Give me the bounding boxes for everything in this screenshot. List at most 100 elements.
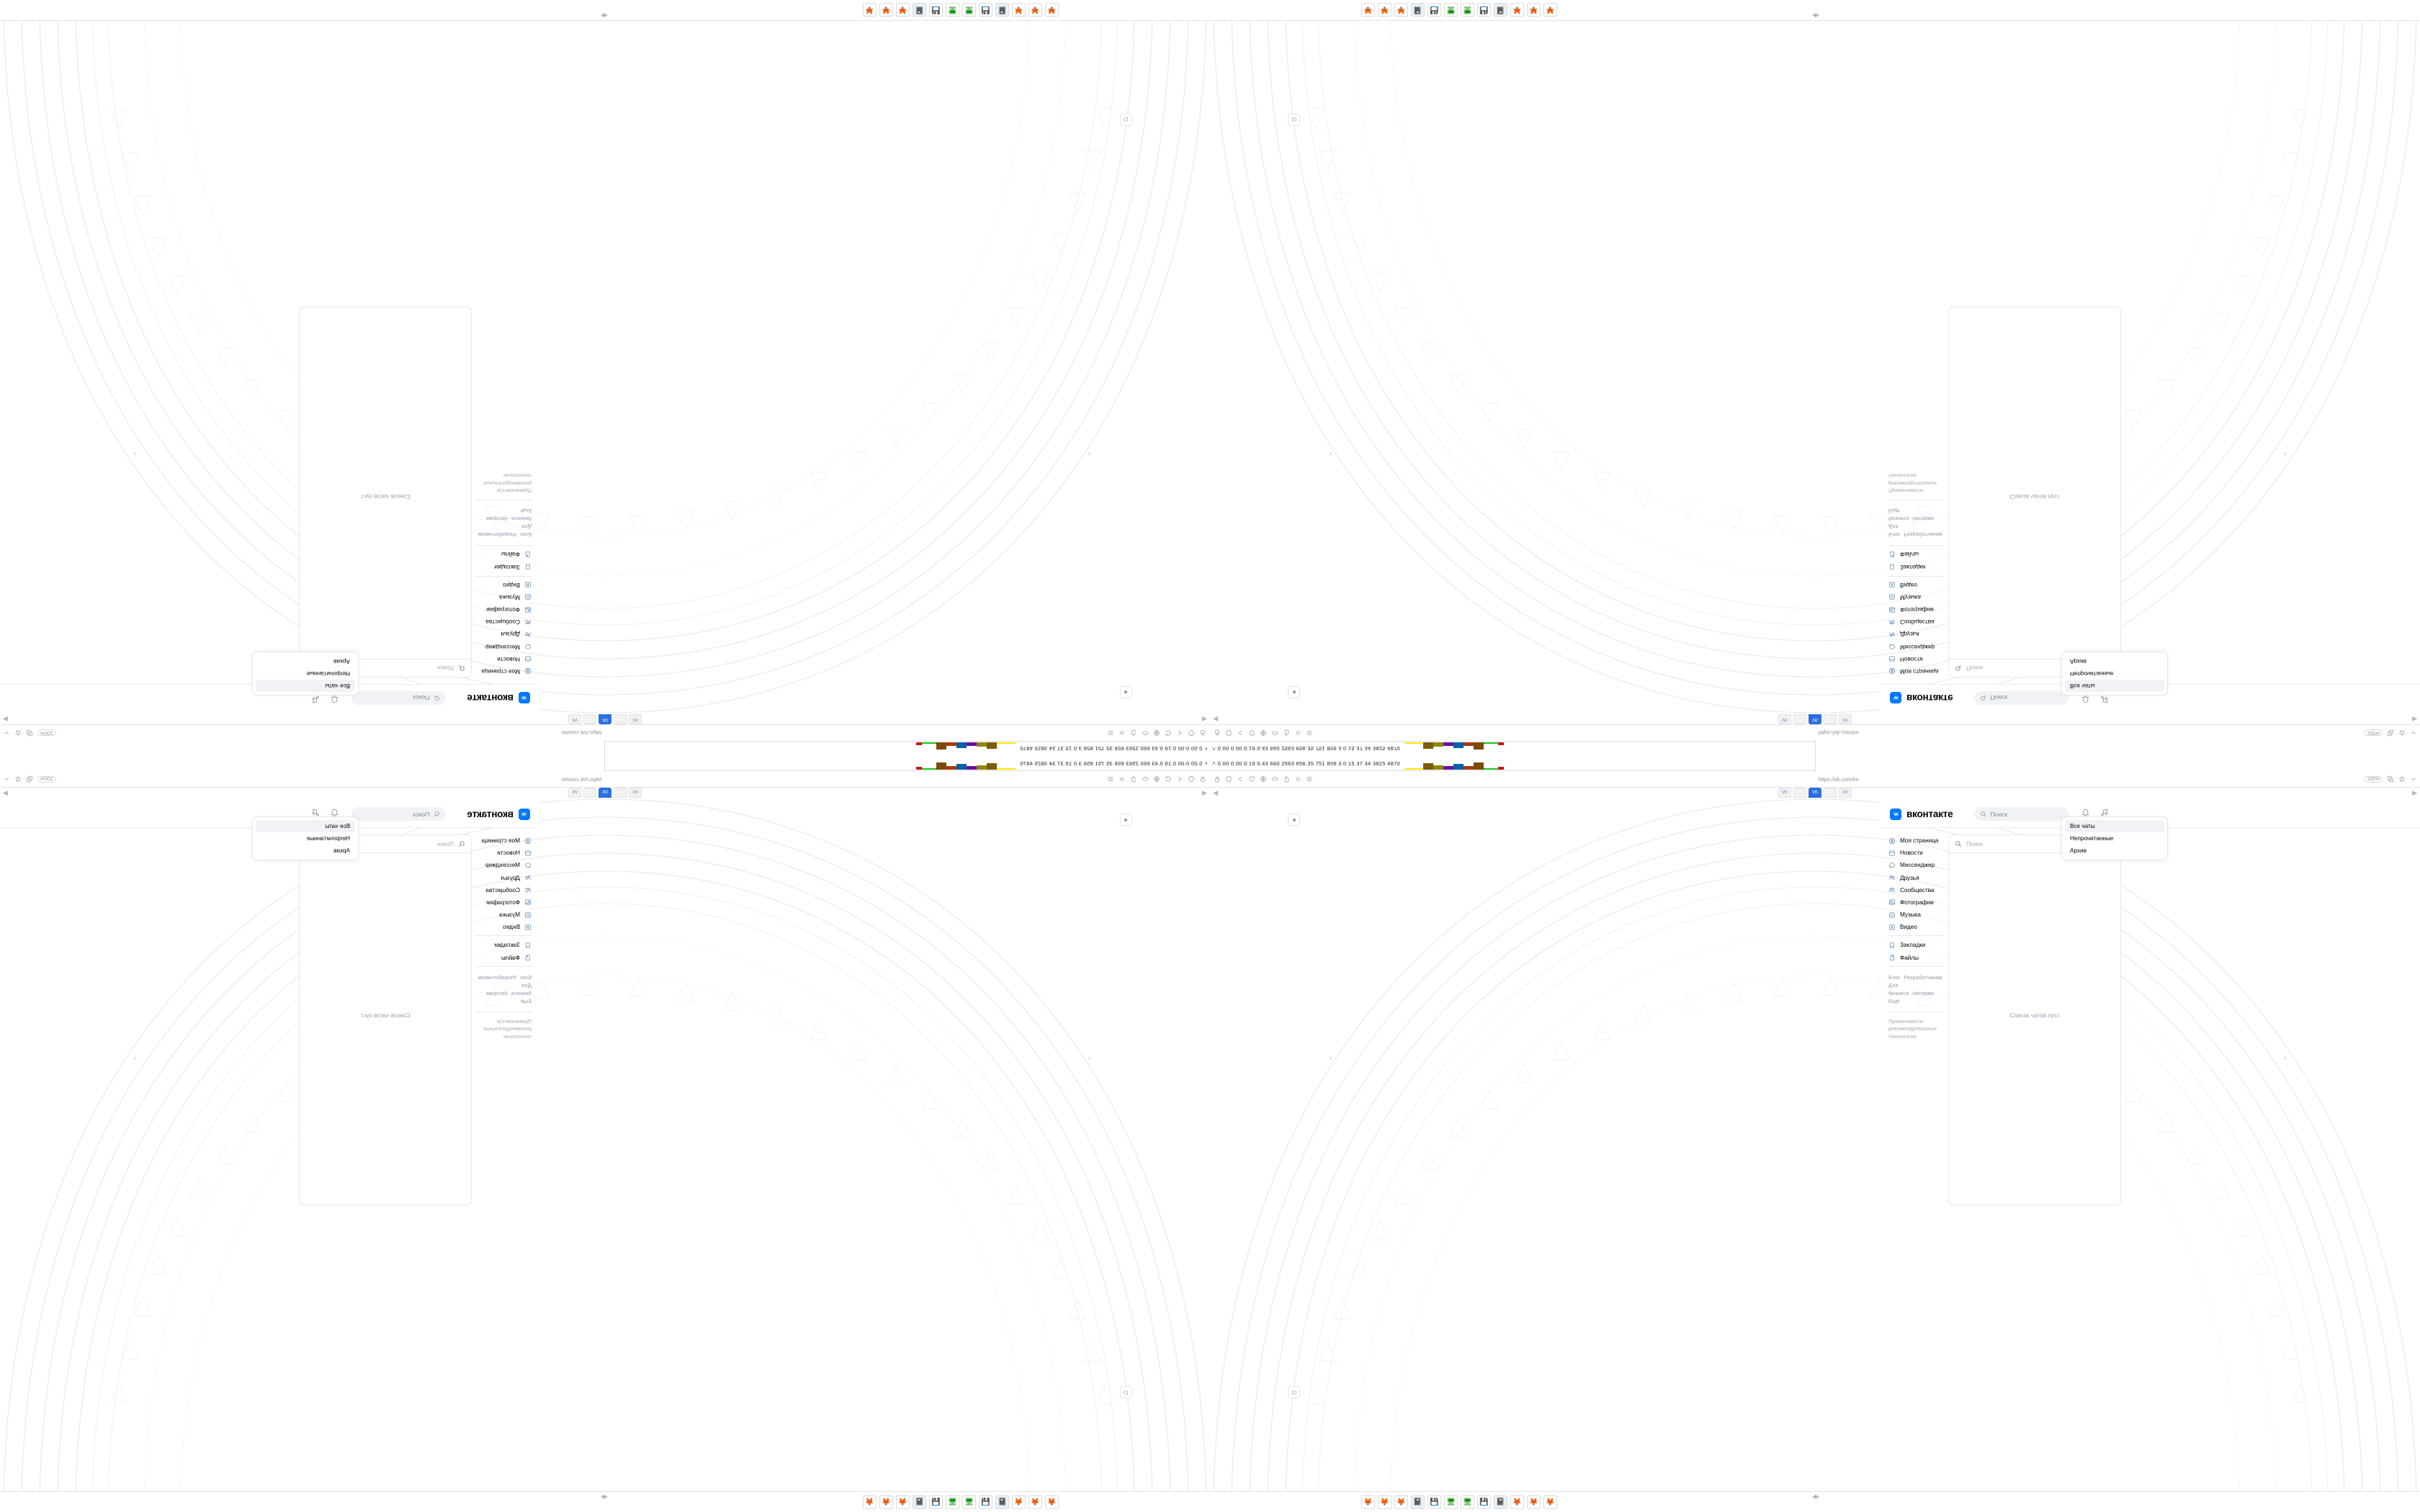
sidebar-item-music[interactable]: Музыка xyxy=(475,910,532,919)
chevron-down-icon[interactable] xyxy=(3,775,11,783)
page-corner-chip-bottom[interactable] xyxy=(1120,114,1132,126)
address-bar[interactable]: https://vk.com/im xyxy=(60,728,1103,738)
extension-6-8k-icon[interactable]: 6.8K xyxy=(1142,729,1150,737)
footer-link[interactable]: Блог xyxy=(519,973,532,981)
chevron-down-icon[interactable] xyxy=(2409,775,2417,783)
hamburger-menu-icon[interactable] xyxy=(1305,775,1313,783)
sidebar-item-files[interactable]: Файлы xyxy=(475,550,532,559)
taskbar-item-save-64[interactable]: 💾 xyxy=(1428,3,1441,17)
messenger-search-placeholder[interactable]: Поиск xyxy=(1966,840,1983,847)
sidebar-item-bookmark[interactable]: Закладки xyxy=(475,940,532,950)
browser-tab[interactable]: VK xyxy=(1839,714,1852,724)
footer-link[interactable]: Авторам xyxy=(485,516,508,522)
hamburger-menu-icon[interactable] xyxy=(1107,729,1115,737)
taskbar-item-firefox[interactable]: 🦊 xyxy=(863,3,877,17)
taskbar-item-notepad[interactable]: 📓 xyxy=(1411,1495,1425,1509)
global-search-input[interactable]: Поиск xyxy=(351,807,446,821)
sidebar-item-photos[interactable]: Фотографии xyxy=(475,898,532,907)
browser-tab[interactable]: VK xyxy=(1809,714,1821,724)
address-bar[interactable]: https://vk.com/im xyxy=(1317,774,2360,784)
footer-link[interactable]: Разработчикам xyxy=(1904,531,1942,539)
taskbar-item-firefox[interactable]: 🦊 xyxy=(1378,3,1392,17)
thumbs-up-extension-icon[interactable] xyxy=(1282,775,1290,783)
thumbs-up-extension-icon[interactable] xyxy=(1130,775,1138,783)
tab-scroll-left-icon[interactable]: ◀ xyxy=(1202,716,1207,724)
sidebar-item-friends[interactable]: Друзья xyxy=(475,629,532,639)
chat-filter-menu-item[interactable]: Все чаты xyxy=(2065,680,2164,692)
browser-tab[interactable] xyxy=(583,714,596,724)
chat-filter-menu-item[interactable]: Непрочитанные xyxy=(2070,835,2114,842)
footer-link[interactable]: Разработчикам xyxy=(1904,973,1942,981)
thumbs-up-extension-icon[interactable] xyxy=(1130,729,1138,737)
browser-tab[interactable] xyxy=(1824,714,1837,724)
footer-link[interactable]: Ещё xyxy=(520,998,532,1005)
page-corner-chip-top[interactable] xyxy=(1120,814,1132,826)
chat-filter-menu-item[interactable]: Непрочитанные xyxy=(2070,670,2114,677)
sidebar-item-video[interactable]: Видео xyxy=(475,922,532,932)
globe-icon[interactable] xyxy=(1259,729,1267,737)
global-search-input[interactable]: Поиск xyxy=(1974,691,2069,705)
taskbar-item-firefox[interactable]: 🦊 xyxy=(1543,3,1557,17)
taskbar-item-terminal[interactable]: 🖥 xyxy=(962,1495,976,1509)
sidebar-item-bookmark[interactable]: Закладки xyxy=(1888,940,1945,950)
shield-icon[interactable] xyxy=(1224,729,1232,737)
tab-scroll-left-icon[interactable]: ◀ xyxy=(1213,788,1218,796)
hamburger-menu-icon[interactable] xyxy=(1107,775,1115,783)
zoom-level-indicator[interactable]: 100% xyxy=(2364,729,2383,737)
browser-tab[interactable]: VK xyxy=(568,714,581,724)
bookmark-star-icon[interactable] xyxy=(2398,729,2406,737)
tab-scroll-right-icon[interactable]: ▶ xyxy=(2412,716,2417,724)
sidebar-item-news[interactable]: Новости xyxy=(1888,654,1945,664)
sidebar-item-messenger[interactable]: Мессенджер xyxy=(475,642,532,652)
sidebar-item-music[interactable]: Музыка xyxy=(1888,593,1945,602)
taskbar-item-terminal[interactable]: 🖥 xyxy=(946,1495,959,1509)
taskbar-item-firefox[interactable]: 🦊 xyxy=(1510,1495,1524,1509)
bookmark-star-icon[interactable] xyxy=(14,775,22,783)
footer-link[interactable]: Разработчикам xyxy=(478,973,516,981)
taskbar-item-notepad[interactable]: 📓 xyxy=(913,1495,926,1509)
taskbar-item-firefox[interactable]: 🦊 xyxy=(1543,1495,1557,1509)
taskbar-item-firefox[interactable]: 🦊 xyxy=(863,1495,877,1509)
back-arrow-icon[interactable] xyxy=(1176,729,1184,737)
double-chevron-icon[interactable] xyxy=(1294,775,1301,783)
page-corner-chip-bottom[interactable] xyxy=(1288,1386,1300,1398)
taskbar-item-firefox[interactable]: 🦊 xyxy=(1527,3,1541,17)
taskbar-scroll-arrows[interactable]: ◀▶ xyxy=(1811,12,1819,19)
taskbar-item-firefox[interactable]: 🦊 xyxy=(1361,3,1375,17)
taskbar-item-save-64[interactable]: 💾 xyxy=(1477,1495,1491,1509)
chat-filter-menu-item[interactable]: Непрочитанные xyxy=(306,670,350,677)
reload-icon[interactable] xyxy=(1165,775,1173,783)
taskbar-scroll-arrows[interactable]: ◀▶ xyxy=(601,12,609,19)
chat-filter-menu-item[interactable]: Архив xyxy=(2070,658,2087,665)
sidebar-item-friends[interactable]: Друзья xyxy=(1888,629,1945,639)
chat-filter-menu-item[interactable]: Архив xyxy=(2070,847,2087,854)
sidebar-item-video[interactable]: Видео xyxy=(1888,580,1945,590)
footer-link[interactable]: Авторам xyxy=(485,990,508,996)
footer-link[interactable]: Для бизнеса xyxy=(1888,516,1909,531)
sidebar-item-files[interactable]: Файлы xyxy=(1888,953,1945,963)
sidebar-item-music[interactable]: Музыка xyxy=(1888,910,1945,919)
browser-tab[interactable] xyxy=(1793,788,1806,798)
global-search-input[interactable]: Поиск xyxy=(351,691,446,705)
taskbar-item-firefox[interactable]: 🦊 xyxy=(1394,3,1408,17)
chevron-down-icon[interactable] xyxy=(2409,729,2417,737)
page-corner-chip-top[interactable] xyxy=(1288,814,1300,826)
taskbar-item-firefox[interactable]: 🦊 xyxy=(1028,1495,1042,1509)
messenger-search-placeholder[interactable]: Поиск xyxy=(437,665,454,672)
shield-icon[interactable] xyxy=(1188,729,1196,737)
sidebar-item-video[interactable]: Видео xyxy=(1888,922,1945,932)
globe-icon[interactable] xyxy=(1153,729,1161,737)
taskbar-item-notepad[interactable]: 📓 xyxy=(1494,3,1507,17)
footer-link[interactable]: Ещё xyxy=(1888,507,1900,514)
sidebar-item-profile[interactable]: Моя страница xyxy=(1888,836,1945,845)
tab-scroll-right-icon[interactable]: ▶ xyxy=(2412,788,2417,796)
chevron-down-icon[interactable] xyxy=(3,729,11,737)
footer-link[interactable]: Блог xyxy=(519,531,532,539)
tab-scroll-left-icon[interactable]: ◀ xyxy=(1213,716,1218,724)
footer-link[interactable]: Ещё xyxy=(1888,998,1900,1005)
vk-logo[interactable]: вконтакте xyxy=(467,692,530,704)
bookmark-star-icon[interactable] xyxy=(2398,775,2406,783)
taskbar-item-save-64[interactable]: 💾 xyxy=(1477,3,1491,17)
taskbar-item-save-64[interactable]: 💾 xyxy=(929,1495,943,1509)
thumbs-up-extension-icon[interactable] xyxy=(1282,729,1290,737)
